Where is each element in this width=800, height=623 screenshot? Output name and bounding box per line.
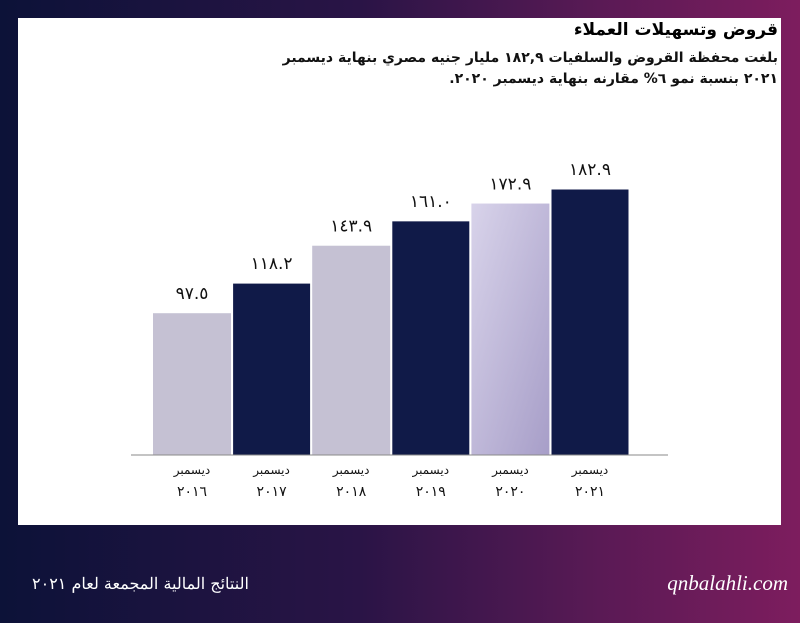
report-title: النتائج المالية المجمعة لعام ٢٠٢١ xyxy=(32,574,249,593)
category-year-0: ٢٠١٦ xyxy=(177,484,207,500)
category-month-5: ديسمبر xyxy=(571,463,609,478)
website-link[interactable]: qnbalahli.com xyxy=(667,571,788,595)
bar-2 xyxy=(312,245,391,455)
category-year-1: ٢٠١٧ xyxy=(257,484,288,500)
value-label-5: ١٨٢.٩ xyxy=(569,160,611,180)
page-title: قروض وتسهيلات العملاء xyxy=(573,20,778,40)
value-label-3: ١٦١.٠ xyxy=(410,192,452,212)
category-year-5: ٢٠٢١ xyxy=(575,484,605,500)
category-month-0: ديسمبر xyxy=(173,463,211,478)
value-label-0: ٩٧.٥ xyxy=(176,284,209,304)
bar-3 xyxy=(391,220,471,456)
value-label-4: ١٧٢.٩ xyxy=(489,175,531,195)
category-month-3: ديسمبر xyxy=(412,463,450,478)
bar-0 xyxy=(153,313,231,455)
value-label-1: ١١٨.٢ xyxy=(251,254,293,274)
category-month-2: ديسمبر xyxy=(332,463,370,478)
category-month-4: ديسمبر xyxy=(491,463,529,478)
category-month-1: ديسمبر xyxy=(252,463,290,478)
bar-5 xyxy=(550,188,630,456)
bar-1 xyxy=(232,282,312,456)
category-year-2: ٢٠١٨ xyxy=(336,484,367,500)
page-subtitle: بلغت محفظة القروض والسلفيات ١٨٢,٩ مليار … xyxy=(282,50,778,87)
value-label-2: ١٤٣.٩ xyxy=(330,217,372,237)
category-year-4: ٢٠٢٠ xyxy=(495,484,525,500)
category-year-3: ٢٠١٩ xyxy=(416,484,446,500)
bar-4 xyxy=(471,203,550,455)
